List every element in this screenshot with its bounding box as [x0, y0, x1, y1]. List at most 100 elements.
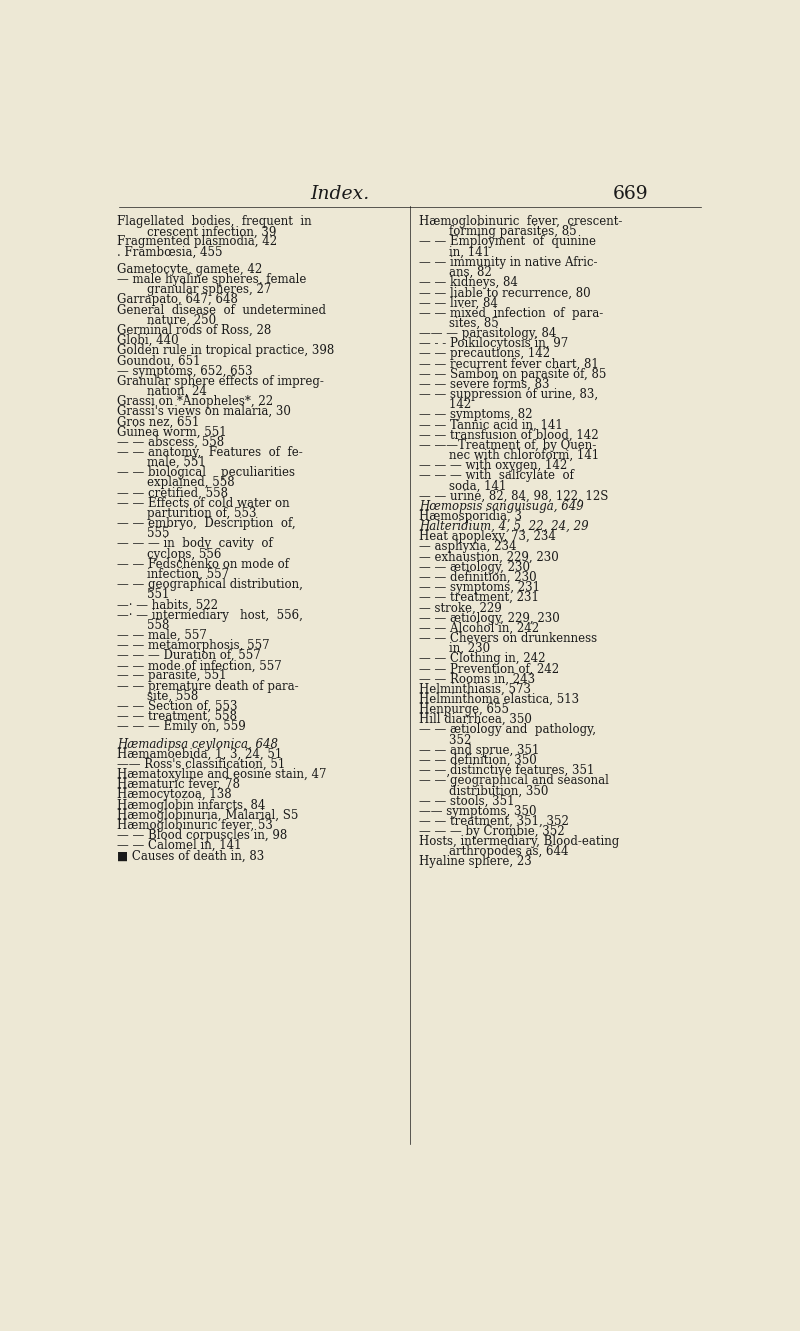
Text: Index.: Index.	[310, 185, 370, 204]
Text: explained, 558: explained, 558	[117, 476, 234, 490]
Text: 142: 142	[419, 398, 471, 411]
Text: — — symptoms, 231: — — symptoms, 231	[419, 582, 540, 594]
Text: — — — with oxygen, 142: — — — with oxygen, 142	[419, 459, 567, 473]
Text: Hæmoglobinuric fever, 53: Hæmoglobinuric fever, 53	[117, 819, 273, 832]
Text: — — ætiology and  pathology,: — — ætiology and pathology,	[419, 723, 596, 736]
Text: — — Chevers on drunkenness: — — Chevers on drunkenness	[419, 632, 598, 646]
Text: — — and sprue, 351: — — and sprue, 351	[419, 744, 540, 757]
Text: crescent infection, 39: crescent infection, 39	[117, 225, 277, 238]
Text: — — Calomel in, 141: — — Calomel in, 141	[117, 840, 242, 852]
Text: Granular sphere effects of impreg-: Granular sphere effects of impreg-	[117, 375, 324, 387]
Text: cyclops, 556: cyclops, 556	[117, 547, 222, 560]
Text: — — urine, 82, 84, 98, 122, 12S: — — urine, 82, 84, 98, 122, 12S	[419, 490, 609, 503]
Text: Hæmoglobinuria, Malarial, S5: Hæmoglobinuria, Malarial, S5	[117, 809, 298, 821]
Text: — male hyaline spheres, female: — male hyaline spheres, female	[117, 273, 306, 286]
Text: — — anatomy,  Features  of  fe-: — — anatomy, Features of fe-	[117, 446, 302, 459]
Text: distribution, 350: distribution, 350	[419, 784, 549, 797]
Text: Helminthoma elastica, 513: Helminthoma elastica, 513	[419, 693, 579, 705]
Text: — — Alcohol in, 242: — — Alcohol in, 242	[419, 622, 539, 635]
Text: Hosts, intermediary, Blood-eating: Hosts, intermediary, Blood-eating	[419, 835, 619, 848]
Text: — ——Treatment of, by Quen-: — ——Treatment of, by Quen-	[419, 439, 597, 451]
Text: — — Effects of cold water on: — — Effects of cold water on	[117, 496, 290, 510]
Text: — — definition, 230: — — definition, 230	[419, 571, 537, 584]
Text: — — liable to recurrence, 80: — — liable to recurrence, 80	[419, 286, 591, 299]
Text: Hyaline sphere, 23: Hyaline sphere, 23	[419, 856, 532, 869]
Text: — — Clothing in, 242: — — Clothing in, 242	[419, 652, 546, 666]
Text: — — immunity in native Afric-: — — immunity in native Afric-	[419, 256, 598, 269]
Text: nation, 24: nation, 24	[117, 385, 207, 398]
Text: soda, 141: soda, 141	[419, 479, 506, 492]
Text: — — recurrent fever chart, 81: — — recurrent fever chart, 81	[419, 358, 599, 370]
Text: — — mixed  infection  of  para-: — — mixed infection of para-	[419, 306, 603, 319]
Text: — — suppression of urine, 83,: — — suppression of urine, 83,	[419, 387, 598, 401]
Text: 669: 669	[613, 185, 649, 204]
Text: site, 558: site, 558	[117, 689, 198, 703]
Text: in, 141: in, 141	[419, 246, 490, 258]
Text: General  disease  of  undetermined: General disease of undetermined	[117, 303, 326, 317]
Text: — — severe forms, 83: — — severe forms, 83	[419, 378, 550, 391]
Text: — — transfusion of blood, 142: — — transfusion of blood, 142	[419, 429, 599, 442]
Text: —— Ross's classification, 51: —— Ross's classification, 51	[117, 757, 286, 771]
Text: — — precautions, 142: — — precautions, 142	[419, 347, 550, 361]
Text: ■ Causes of death in, 83: ■ Causes of death in, 83	[117, 849, 264, 862]
Text: nec with chloroform, 141: nec with chloroform, 141	[419, 449, 599, 462]
Text: 551: 551	[117, 588, 170, 602]
Text: Helminthiasis, 573: Helminthiasis, 573	[419, 683, 531, 696]
Text: Hæmoglobin infarcts, 84: Hæmoglobin infarcts, 84	[117, 799, 266, 812]
Text: —· — habits, 522: —· — habits, 522	[117, 599, 218, 611]
Text: — — Employment  of  quinine: — — Employment of quinine	[419, 236, 596, 249]
Text: — — treatment, 231: — — treatment, 231	[419, 591, 539, 604]
Text: parturition of, 553: parturition of, 553	[117, 507, 257, 520]
Text: —— — parasitology, 84: —— — parasitology, 84	[419, 327, 557, 339]
Text: — — symptoms, 82: — — symptoms, 82	[419, 409, 533, 422]
Text: Gametocyte, gamete, 42: Gametocyte, gamete, 42	[117, 264, 262, 276]
Text: Hæmatoxyline and eosine stain, 47: Hæmatoxyline and eosine stain, 47	[117, 768, 326, 781]
Text: 352: 352	[419, 733, 472, 747]
Text: Hæmoglobinuric  fever,  crescent-: Hæmoglobinuric fever, crescent-	[419, 216, 622, 228]
Text: Gros nez, 651: Gros nez, 651	[117, 415, 199, 429]
Text: — — — Duration of, 557: — — — Duration of, 557	[117, 650, 261, 662]
Text: — — liver, 84: — — liver, 84	[419, 297, 498, 310]
Text: — — cretified, 558: — — cretified, 558	[117, 487, 228, 499]
Text: — — geographical distribution,: — — geographical distribution,	[117, 578, 303, 591]
Text: — — premature death of para-: — — premature death of para-	[117, 680, 298, 692]
Text: Hill diarrhcea, 350: Hill diarrhcea, 350	[419, 713, 532, 727]
Text: forming parasites, 85: forming parasites, 85	[419, 225, 577, 238]
Text: in, 230: in, 230	[419, 642, 490, 655]
Text: — — metamorphosis, 557: — — metamorphosis, 557	[117, 639, 270, 652]
Text: — symptoms, 652, 653: — symptoms, 652, 653	[117, 365, 253, 378]
Text: Hæmaturic fever, 78: Hæmaturic fever, 78	[117, 779, 240, 791]
Text: Garrapato, 647, 648: Garrapato, 647, 648	[117, 293, 238, 306]
Text: — — Fedschenko on mode of: — — Fedschenko on mode of	[117, 558, 289, 571]
Text: — exhaustion, 229, 230: — exhaustion, 229, 230	[419, 551, 559, 563]
Text: — — definition, 350: — — definition, 350	[419, 753, 537, 767]
Text: — — Tannic acid in, 141: — — Tannic acid in, 141	[419, 418, 563, 431]
Text: — — embryo,  Description  of,: — — embryo, Description of,	[117, 516, 296, 530]
Text: — — treatment, 558: — — treatment, 558	[117, 711, 237, 723]
Text: — — Prevention of, 242: — — Prevention of, 242	[419, 663, 559, 675]
Text: Hæmamoebida, 1, 3, 24, 51: Hæmamoebida, 1, 3, 24, 51	[117, 748, 282, 761]
Text: Hæmosporidia, 3: Hæmosporidia, 3	[419, 510, 522, 523]
Text: sites, 85: sites, 85	[419, 317, 499, 330]
Text: nature, 250: nature, 250	[117, 314, 216, 326]
Text: Grassi's views on malaria, 30: Grassi's views on malaria, 30	[117, 405, 291, 418]
Text: — — Blood corpuscles in, 98: — — Blood corpuscles in, 98	[117, 829, 287, 843]
Text: —· — intermediary   host,  556,: —· — intermediary host, 556,	[117, 608, 303, 622]
Text: — - - Poikilocytosis in, 97: — - - Poikilocytosis in, 97	[419, 337, 569, 350]
Text: Hæmocytozoa, 138: Hæmocytozoa, 138	[117, 788, 232, 801]
Text: — — ætiology, 229, 230: — — ætiology, 229, 230	[419, 611, 560, 624]
Text: — — — in  body  cavity  of: — — — in body cavity of	[117, 538, 273, 550]
Text: — —’geographical and seasonal: — —’geographical and seasonal	[419, 775, 609, 787]
Text: granular spheres, 27: granular spheres, 27	[117, 284, 271, 297]
Text: Henpurge, 655: Henpurge, 655	[419, 703, 510, 716]
Text: — — — by Crombie, 352: — — — by Crombie, 352	[419, 825, 565, 839]
Text: — — mode of infection, 557: — — mode of infection, 557	[117, 659, 282, 672]
Text: — — kidneys, 84: — — kidneys, 84	[419, 276, 518, 289]
Text: — — — with  salicylate  of: — — — with salicylate of	[419, 470, 574, 482]
Text: arthropodes as, 644: arthropodes as, 644	[419, 845, 569, 858]
Text: — — abscess, 558: — — abscess, 558	[117, 435, 224, 449]
Text: Globi, 440: Globi, 440	[117, 334, 178, 347]
Text: — — — Emily on, 559: — — — Emily on, 559	[117, 720, 246, 733]
Text: — — Section of, 553: — — Section of, 553	[117, 700, 238, 713]
Text: Germinal rods of Ross, 28: Germinal rods of Ross, 28	[117, 323, 271, 337]
